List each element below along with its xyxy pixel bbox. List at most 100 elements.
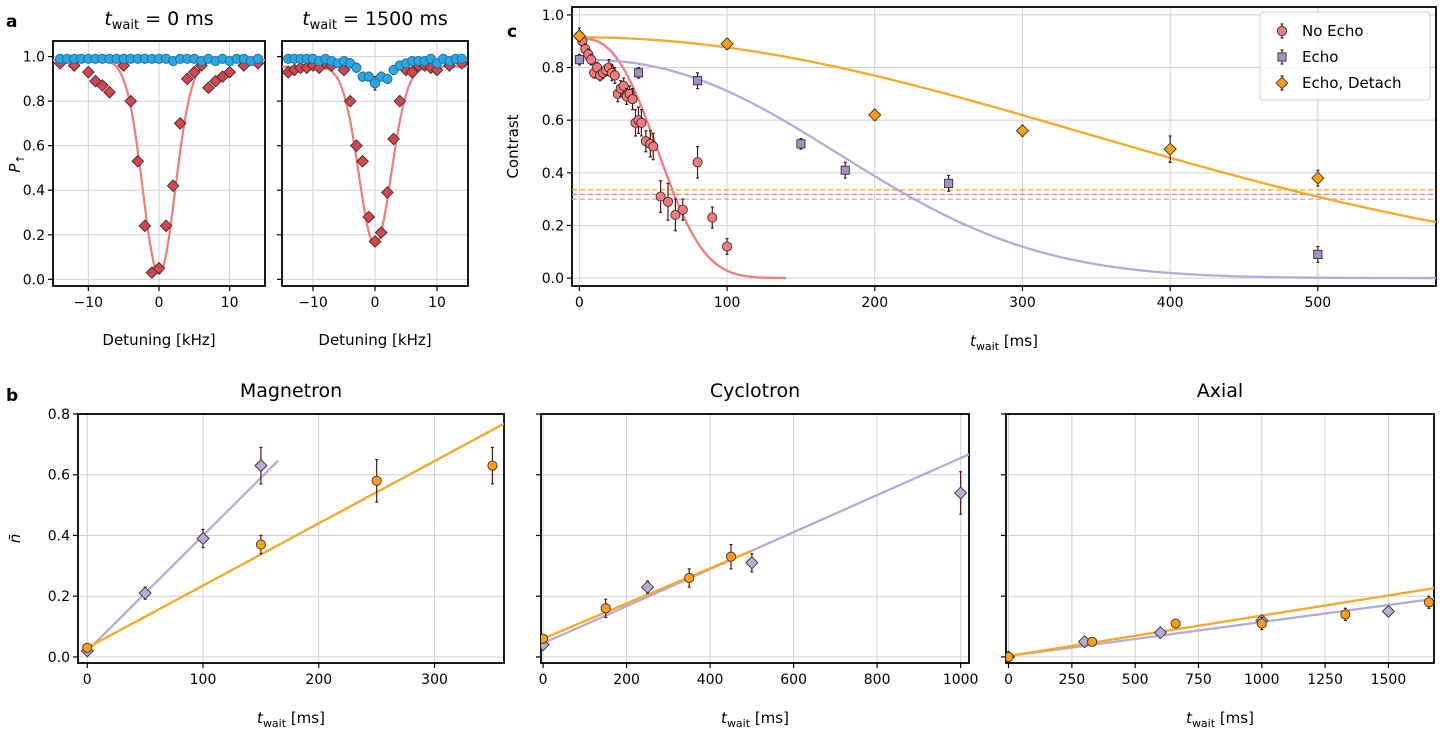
- data-point: [586, 54, 597, 65]
- plot-frame: [77, 413, 505, 664]
- panel-b3: 0 250 500 750 1000 1250 1500 Axial twait [ms]: [1001, 380, 1435, 730]
- data-point: [1313, 249, 1323, 259]
- y-tick-label: 1.0: [542, 8, 564, 24]
- x-tick-label: 250: [1058, 672, 1085, 688]
- data-point: [138, 586, 152, 600]
- label-part: [ms]: [750, 709, 789, 727]
- data-point: [1087, 636, 1098, 647]
- data-point: [670, 209, 681, 220]
- label-part: wait: [976, 340, 1000, 353]
- blue-data-point: [252, 53, 263, 64]
- data-point: [954, 486, 968, 500]
- data-point: [662, 196, 674, 207]
- label-part: wait: [727, 717, 751, 730]
- plot-area: [541, 453, 969, 652]
- panel-title: twait = 1500 ms: [302, 8, 448, 33]
- red-data-point: [166, 179, 180, 193]
- data-point: [633, 68, 644, 78]
- label-part: P: [6, 163, 24, 173]
- x-tick-label: 10: [428, 295, 446, 311]
- fit-line: [86, 459, 280, 652]
- y-tick-label: 0.6: [48, 468, 70, 484]
- data-point: [722, 241, 733, 252]
- data-point: [944, 178, 954, 188]
- fit-curve: [579, 58, 1436, 280]
- label-part: t: [721, 709, 728, 727]
- blue-data-point: [363, 71, 374, 82]
- fit-line: [86, 422, 504, 649]
- label-part: wait: [1192, 717, 1216, 730]
- plot-frame: [540, 413, 970, 664]
- x-tick-label: 100: [714, 295, 741, 311]
- data-point: [707, 212, 718, 223]
- panel-a1: −10 0 10 0.0 0.2 0.4 0.6 0.8 1.0 twait = 0 ms Detu…: [6, 8, 266, 349]
- x-tick-label: 1250: [1307, 672, 1343, 688]
- red-data-point: [103, 85, 116, 99]
- red-data-point: [343, 94, 357, 108]
- grid: [1006, 414, 1434, 663]
- data-point: [255, 539, 266, 550]
- x-tick-label: 200: [613, 672, 640, 688]
- y-tick-label: 0.8: [542, 61, 564, 77]
- panel-a2: −10 0 10 twait = 1500 ms Detuning [kHz]: [277, 8, 469, 349]
- red-data-point: [138, 219, 152, 233]
- red-data-point: [362, 210, 376, 224]
- plot-frame: [52, 40, 266, 287]
- label-part: t: [104, 8, 113, 30]
- legend-label: Echo, Detach: [1302, 74, 1402, 92]
- label-part: wait: [310, 18, 337, 33]
- data-point: [541, 633, 549, 644]
- x-tick-label: 600: [780, 672, 807, 688]
- x-tick-label: 800: [864, 672, 891, 688]
- red-data-point: [187, 65, 201, 79]
- data-point: [636, 117, 647, 128]
- data-point: [840, 165, 850, 175]
- x-tick-label: 1000: [943, 672, 979, 688]
- y-axis-label: Contrast: [504, 114, 522, 178]
- x-tick-label: −10: [298, 295, 328, 311]
- x-axis-label: twait [ms]: [257, 709, 325, 730]
- data-point: [1163, 142, 1177, 156]
- plot-area: [282, 53, 468, 248]
- y-tick-label: 0.6: [23, 139, 45, 155]
- red-data-point: [173, 117, 187, 130]
- y-axis-label: n̄: [6, 534, 24, 544]
- red-data-point: [393, 94, 407, 108]
- x-tick-label: 400: [697, 672, 724, 688]
- panel-b1: 0 100 200 300 0.0 0.2 0.4 0.6 0.8 Magnetron twait …: [6, 380, 505, 730]
- x-tick-label: 1500: [1371, 672, 1407, 688]
- x-tick-label: 10: [221, 295, 239, 311]
- blue-data-point: [382, 73, 393, 84]
- panel-c: 0 100 200 300 400 500 0.0 0.2 0.4 0.6 0.8 1.0 No Ech…: [504, 6, 1437, 353]
- data-point: [677, 204, 688, 215]
- plot-area: [80, 422, 504, 658]
- x-tick-label: 0: [539, 672, 548, 688]
- y-axis-label: P↑: [6, 154, 27, 172]
- panel-letter-b: b: [6, 386, 18, 406]
- panel-b2: 0 200 400 600 800 1000 Cyclotron twait [ms]: [536, 380, 978, 730]
- red-data-point: [381, 186, 394, 199]
- panel-letter-c: c: [507, 22, 517, 42]
- data-point: [796, 139, 806, 149]
- panel-title: Cyclotron: [710, 380, 800, 402]
- fit-curve: [579, 36, 1436, 224]
- data-point: [868, 108, 882, 122]
- plot-frame: [571, 6, 1437, 287]
- y-tick-label: 0.4: [48, 528, 70, 544]
- grid: [541, 414, 969, 663]
- panel-letter-a: a: [6, 12, 17, 32]
- label-part: wait: [112, 18, 139, 33]
- plot-frame: [1005, 413, 1435, 664]
- data-point: [684, 572, 695, 584]
- y-tick-label: 0.8: [48, 407, 70, 423]
- x-tick-label: 300: [1009, 295, 1036, 311]
- red-data-point: [368, 235, 382, 248]
- fit-line: [1008, 597, 1434, 658]
- blue-data-point: [369, 78, 381, 89]
- x-tick-label: 1000: [1244, 672, 1280, 688]
- plot-area: [1006, 587, 1434, 663]
- plot-frame: [281, 40, 469, 287]
- x-axis-label: Detuning [kHz]: [318, 331, 431, 349]
- data-point: [1256, 618, 1267, 629]
- red-data-point: [124, 94, 138, 108]
